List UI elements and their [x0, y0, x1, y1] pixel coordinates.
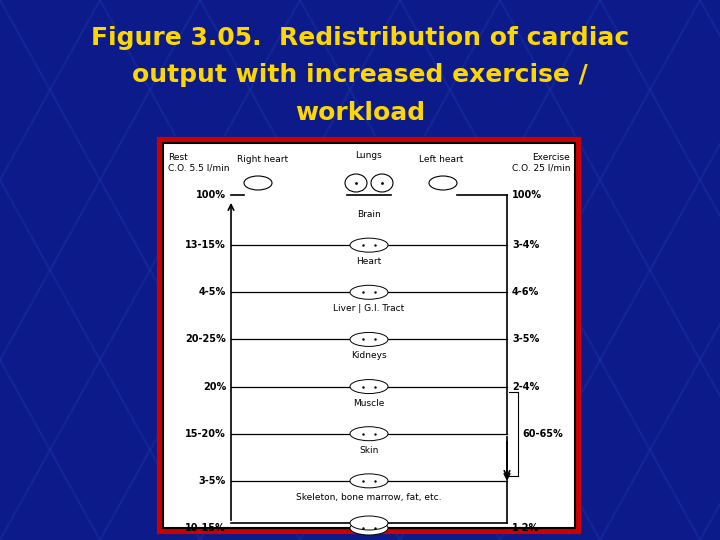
- Ellipse shape: [244, 176, 272, 190]
- Text: 20%: 20%: [203, 382, 226, 392]
- Text: Muscle: Muscle: [354, 399, 384, 408]
- Text: 4-6%: 4-6%: [512, 287, 539, 298]
- Ellipse shape: [350, 238, 388, 252]
- Text: Liver | G.I. Tract: Liver | G.I. Tract: [333, 304, 405, 313]
- Ellipse shape: [429, 176, 457, 190]
- Text: workload: workload: [295, 101, 425, 125]
- Text: 3-5%: 3-5%: [199, 476, 226, 486]
- Text: 1-2%: 1-2%: [512, 523, 539, 533]
- Text: Right heart: Right heart: [238, 155, 289, 164]
- Text: Kidneys: Kidneys: [351, 352, 387, 360]
- Text: Rest
C.O. 5.5 l/min: Rest C.O. 5.5 l/min: [168, 153, 230, 172]
- Text: Brain: Brain: [357, 210, 381, 219]
- Ellipse shape: [350, 521, 388, 535]
- Ellipse shape: [350, 285, 388, 299]
- Ellipse shape: [350, 333, 388, 347]
- Text: Left heart: Left heart: [419, 155, 463, 164]
- Text: Heart: Heart: [356, 257, 382, 266]
- Text: Exercise
C.O. 25 l/min: Exercise C.O. 25 l/min: [511, 153, 570, 172]
- Ellipse shape: [371, 174, 393, 192]
- Ellipse shape: [350, 427, 388, 441]
- Bar: [163, 143, 575, 528]
- Text: 4-5%: 4-5%: [199, 287, 226, 298]
- Text: 20-25%: 20-25%: [185, 334, 226, 345]
- Text: 2-4%: 2-4%: [512, 382, 539, 392]
- Text: 100%: 100%: [196, 190, 226, 200]
- Text: 15-20%: 15-20%: [185, 429, 226, 438]
- Ellipse shape: [350, 474, 388, 488]
- Text: Skeleton, bone marrow, fat, etc.: Skeleton, bone marrow, fat, etc.: [296, 493, 442, 502]
- Text: Figure 3.05.  Redistribution of cardiac: Figure 3.05. Redistribution of cardiac: [91, 26, 629, 50]
- Text: 13-15%: 13-15%: [185, 240, 226, 250]
- Text: 3-5%: 3-5%: [512, 334, 539, 345]
- Bar: [159, 139, 579, 532]
- Ellipse shape: [350, 380, 388, 394]
- Text: 10-15%: 10-15%: [185, 523, 226, 533]
- Ellipse shape: [345, 174, 367, 192]
- Text: 3-4%: 3-4%: [512, 240, 539, 250]
- Text: Skin: Skin: [359, 446, 379, 455]
- Ellipse shape: [350, 516, 388, 530]
- Text: output with increased exercise /: output with increased exercise /: [132, 63, 588, 87]
- Text: 100%: 100%: [512, 190, 542, 200]
- Text: Lungs: Lungs: [356, 151, 382, 160]
- Text: 60-65%: 60-65%: [522, 429, 563, 438]
